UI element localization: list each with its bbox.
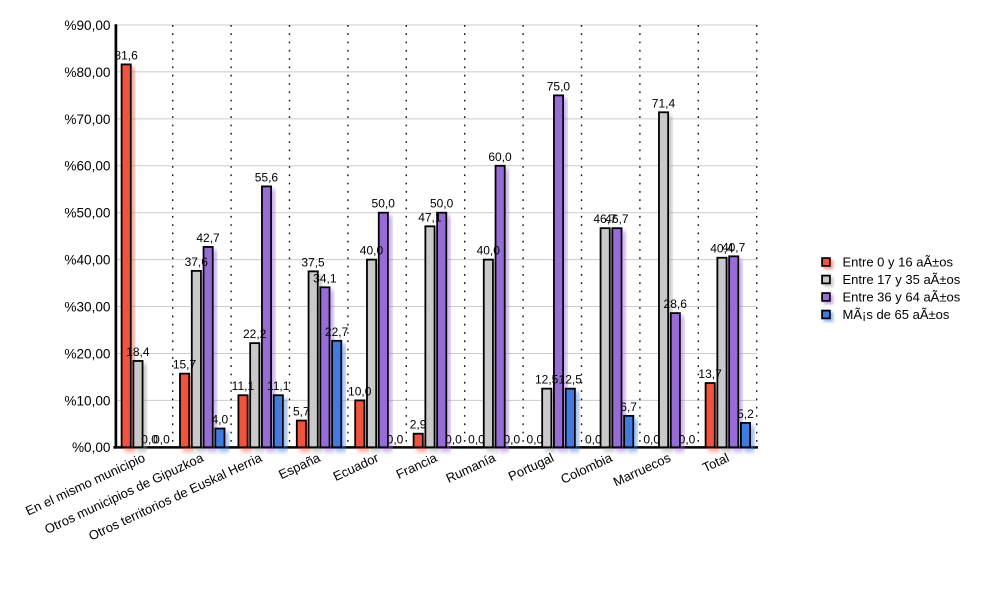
svg-text:%0,00: %0,00 <box>72 440 111 455</box>
svg-text:40,0: 40,0 <box>360 244 384 258</box>
svg-text:0,0: 0,0 <box>141 432 158 446</box>
svg-text:11,1: 11,1 <box>232 379 255 393</box>
svg-text:50,0: 50,0 <box>372 197 396 211</box>
svg-text:%90,00: %90,00 <box>64 18 111 33</box>
svg-text:18,4: 18,4 <box>126 345 150 359</box>
svg-text:46,7: 46,7 <box>593 212 617 226</box>
svg-text:10,0: 10,0 <box>348 384 372 398</box>
svg-text:4,0: 4,0 <box>211 413 228 427</box>
svg-text:47,1: 47,1 <box>418 210 442 224</box>
svg-text:%60,00: %60,00 <box>64 159 111 174</box>
svg-text:0,0: 0,0 <box>643 432 660 446</box>
svg-text:0,0: 0,0 <box>153 432 170 446</box>
svg-text:0,0: 0,0 <box>527 432 544 446</box>
svg-text:12,5: 12,5 <box>535 373 559 387</box>
svg-text:37,6: 37,6 <box>185 255 209 269</box>
svg-text:75,0: 75,0 <box>547 79 571 93</box>
svg-text:%80,00: %80,00 <box>64 65 111 80</box>
svg-text:%50,00: %50,00 <box>64 206 111 221</box>
svg-text:22,7: 22,7 <box>325 325 349 339</box>
svg-text:28,6: 28,6 <box>664 297 688 311</box>
svg-text:0,0: 0,0 <box>445 432 462 446</box>
svg-text:22,2: 22,2 <box>243 327 267 341</box>
svg-text:0,0: 0,0 <box>468 432 485 446</box>
svg-text:0,0: 0,0 <box>387 432 404 446</box>
svg-text:60,0: 60,0 <box>488 150 512 164</box>
svg-text:%30,00: %30,00 <box>64 299 111 314</box>
svg-text:2,9: 2,9 <box>410 418 427 432</box>
svg-text:Entre 17 y 35 aÃ±os: Entre 17 y 35 aÃ±os <box>843 272 961 287</box>
svg-text:0,0: 0,0 <box>585 432 602 446</box>
svg-text:0,0: 0,0 <box>679 432 696 446</box>
svg-text:5,7: 5,7 <box>293 405 310 419</box>
svg-text:81,6: 81,6 <box>114 48 138 62</box>
svg-text:Entre 0 y 16 aÃ±os: Entre 0 y 16 aÃ±os <box>843 255 954 270</box>
svg-text:50,0: 50,0 <box>430 197 454 211</box>
svg-text:MÃ¡s de 65 aÃ±os: MÃ¡s de 65 aÃ±os <box>843 307 950 322</box>
svg-text:%10,00: %10,00 <box>64 393 111 408</box>
svg-text:55,6: 55,6 <box>255 170 279 184</box>
svg-text:Entre 36 y 64 aÃ±os: Entre 36 y 64 aÃ±os <box>843 290 961 305</box>
svg-text:34,1: 34,1 <box>313 271 337 285</box>
svg-text:13,7: 13,7 <box>698 367 722 381</box>
svg-text:40,7: 40,7 <box>722 240 746 254</box>
svg-text:71,4: 71,4 <box>652 96 676 110</box>
svg-text:11,1: 11,1 <box>267 379 290 393</box>
svg-text:46,7: 46,7 <box>605 212 629 226</box>
svg-text:%70,00: %70,00 <box>64 112 111 127</box>
svg-text:6,7: 6,7 <box>620 400 637 414</box>
svg-text:%20,00: %20,00 <box>64 346 111 361</box>
svg-text:12,5: 12,5 <box>559 373 583 387</box>
svg-text:5,2: 5,2 <box>737 407 754 421</box>
svg-text:42,7: 42,7 <box>196 231 220 245</box>
svg-text:37,5: 37,5 <box>301 255 325 269</box>
svg-text:40,0: 40,0 <box>477 244 501 258</box>
svg-text:0,0: 0,0 <box>503 432 520 446</box>
svg-text:%40,00: %40,00 <box>64 253 111 268</box>
svg-text:40,4: 40,4 <box>710 242 734 256</box>
svg-text:15,7: 15,7 <box>173 358 197 372</box>
